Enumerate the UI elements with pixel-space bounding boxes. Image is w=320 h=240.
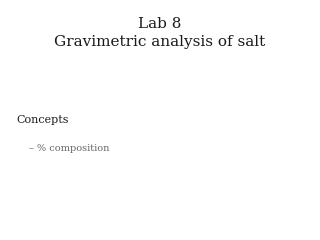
Text: – % composition: – % composition — [29, 144, 109, 153]
Text: Lab 8
Gravimetric analysis of salt: Lab 8 Gravimetric analysis of salt — [54, 17, 266, 49]
Text: Concepts: Concepts — [16, 115, 68, 125]
